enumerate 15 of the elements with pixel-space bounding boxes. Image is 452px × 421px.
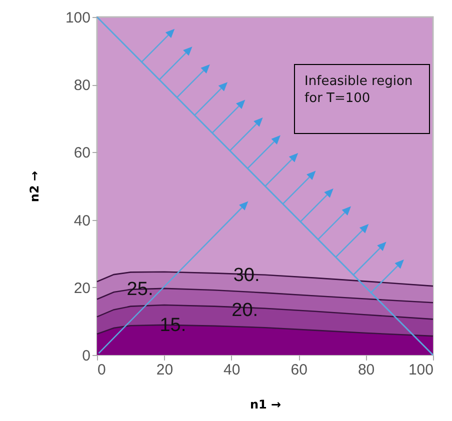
x-tick-label: 0: [98, 362, 106, 378]
y-tick-label: 40: [74, 212, 90, 230]
x-tick-label: 100: [408, 362, 434, 378]
y-tick-label: 20: [74, 280, 90, 297]
y-tick-label: 60: [74, 144, 90, 162]
y-tick-label: 80: [74, 77, 90, 94]
x-tick-label: 20: [156, 362, 174, 378]
y-tick-label: 0: [82, 348, 90, 364]
annotation: Infeasible region for T=100: [294, 64, 430, 134]
x-tick-label: 80: [358, 362, 375, 378]
x-axis-title: n1 →: [250, 398, 282, 412]
x-tick-label: 40: [224, 362, 240, 378]
x-tick-label: 60: [290, 362, 308, 378]
y-tick-label: 100: [65, 10, 90, 26]
y-axis-title: n2 →: [27, 170, 42, 202]
